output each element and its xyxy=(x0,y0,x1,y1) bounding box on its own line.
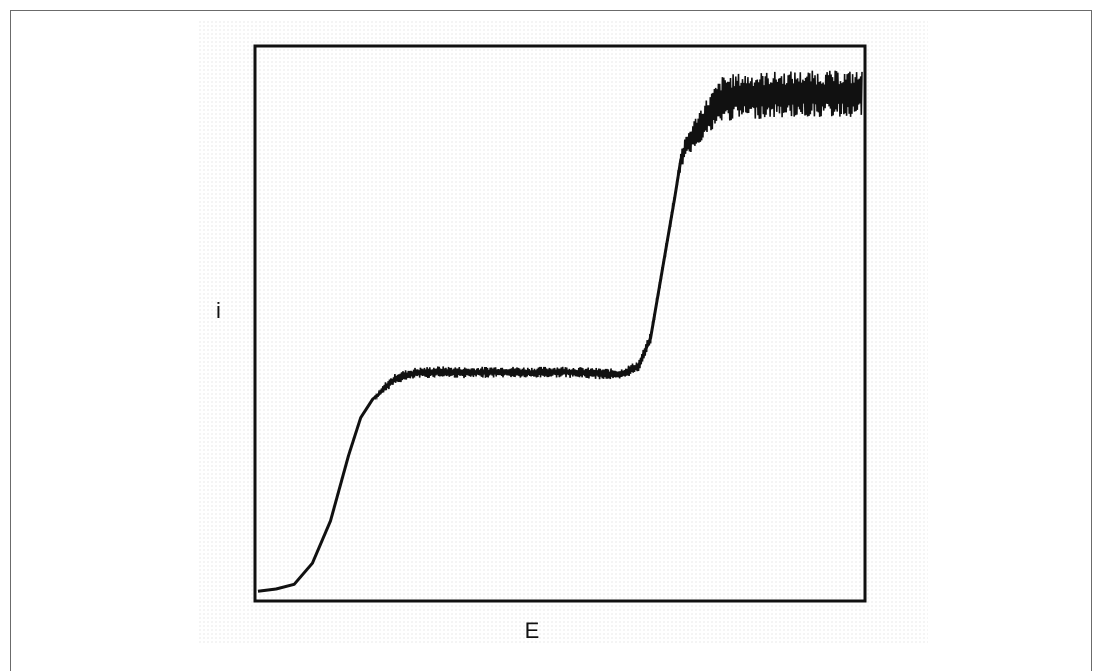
dotted-background xyxy=(198,20,928,644)
plot-area-border xyxy=(253,44,867,603)
y-axis-label: i xyxy=(216,298,221,323)
series-line xyxy=(257,92,862,593)
series-layer xyxy=(257,70,863,593)
series-noise xyxy=(257,70,863,593)
x-axis-label: E xyxy=(525,618,540,643)
